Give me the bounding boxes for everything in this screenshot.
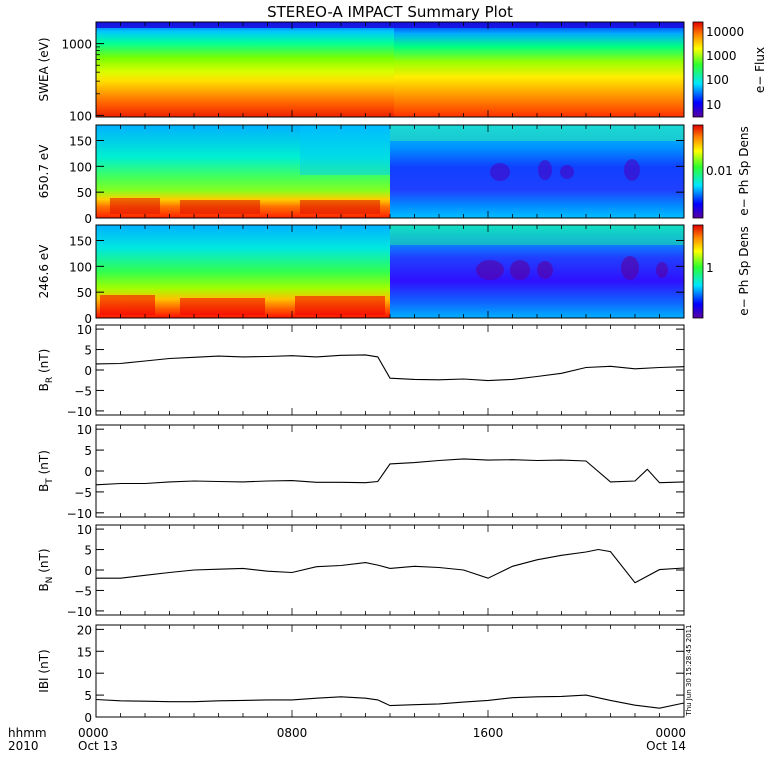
line-panel-5: −10 −5 0 5 10 BN (nT) — [37, 523, 685, 619]
time-tick-label: 0800 — [277, 726, 308, 740]
b-y-tick-label: 5 — [84, 344, 92, 358]
b-y-tick-label: −10 — [67, 405, 92, 419]
b-y-tick-label: 20 — [77, 623, 92, 637]
time-tick-label: 1600 — [473, 726, 504, 740]
b-y-tick-label: 15 — [77, 645, 92, 659]
pad-y-tick-label: 100 — [69, 260, 92, 274]
swea-y-tick-label: 100 — [69, 109, 92, 123]
b-y-tick-label: −5 — [74, 486, 92, 500]
colorbar-flux-tick-0: 10 — [706, 98, 721, 112]
b-y-label: BT (nT) — [37, 450, 55, 492]
b-y-tick-label: 5 — [84, 689, 92, 703]
b-y-tick-label: 10 — [77, 523, 92, 537]
swea-y-label: SWEA (eV) — [37, 37, 51, 101]
colorbar-psd-650: 0.01 e− Ph Sp Dens — [692, 124, 751, 219]
b-y-tick-label: 10 — [77, 323, 92, 337]
panel-frame — [95, 324, 685, 416]
b-y-tick-label: −5 — [74, 384, 92, 398]
pad-650-spectrogram — [95, 124, 685, 219]
pad-y-tick-label: 0 — [84, 212, 92, 226]
pad-y-tick-label: 50 — [77, 286, 92, 300]
colorbar-psd-650-label: e− Ph Sp Dens — [737, 126, 751, 215]
b-y-tick-label: 5 — [84, 444, 92, 458]
line-panel-3: −10 −5 0 5 10 BR (nT) — [37, 323, 685, 419]
b-y-tick-label: 0 — [84, 711, 92, 725]
swea-spectrogram — [95, 21, 685, 118]
panel-frame — [95, 624, 685, 718]
b-y-tick-label: 0 — [84, 564, 92, 578]
pad-y-tick-label: 50 — [77, 186, 92, 200]
time-tick-label: 0000 — [655, 726, 686, 740]
b-y-tick-label: 10 — [77, 667, 92, 681]
panel-frame — [95, 424, 685, 518]
b-y-label: BN (nT) — [37, 548, 55, 591]
colorbar-flux: 10 100 1000 10000 e− Flux — [692, 21, 767, 118]
series-line — [95, 354, 685, 382]
b-y-tick-label: 0 — [84, 465, 92, 479]
b-y-label: IBI (nT) — [37, 649, 51, 692]
colorbar-flux-tick-2: 1000 — [706, 49, 737, 63]
colorbar-psd-246: 1 e− Ph Sp Dens — [692, 224, 751, 319]
plot-title: STEREO-A IMPACT Summary Plot — [267, 3, 513, 21]
time-axis-row2-label: 2010 — [8, 739, 39, 753]
time-tick-date: Oct 14 — [646, 739, 686, 753]
pad-y-tick-label: 150 — [69, 235, 92, 249]
pad-246-spectrogram — [95, 224, 685, 319]
pad-y-label: 650.7 eV — [37, 144, 51, 199]
panel-frame — [95, 524, 685, 616]
b-y-tick-label: 0 — [84, 364, 92, 378]
b-y-tick-label: 10 — [77, 423, 92, 437]
pad-y-tick-label: 150 — [69, 135, 92, 149]
line-panel-4: −10 −5 0 5 10 BT (nT) — [37, 423, 685, 521]
time-tick-date: Oct 13 — [78, 739, 118, 753]
colorbar-flux-tick-1: 100 — [706, 73, 729, 87]
line-panel-6: 0 5 10 15 20 IBI (nT) — [37, 623, 685, 725]
b-y-tick-label: −5 — [74, 584, 92, 598]
time-axis-row1-label: hhmm — [8, 726, 47, 740]
pad-y-label: 246.6 eV — [37, 244, 51, 299]
time-tick-label: 0000 — [78, 726, 109, 740]
colorbar-flux-tick-3: 10000 — [706, 25, 744, 39]
colorbar-flux-label: e− Flux — [753, 47, 767, 93]
colorbar-psd-650-tick: 0.01 — [706, 164, 733, 178]
colorbar-psd-246-label: e− Ph Sp Dens — [737, 226, 751, 315]
generation-timestamp: Thu Jun 30 15:28:45 2011 — [685, 624, 693, 716]
swea-y-tick-label: 1000 — [61, 38, 92, 52]
series-line — [96, 548, 685, 584]
b-y-tick-label: −10 — [67, 507, 92, 521]
pad-y-tick-label: 100 — [69, 160, 92, 174]
series-line — [95, 458, 685, 486]
b-y-label: BR (nT) — [37, 349, 55, 392]
b-y-tick-label: −10 — [67, 605, 92, 619]
b-y-tick-label: 5 — [84, 544, 92, 558]
colorbar-psd-246-tick: 1 — [706, 261, 714, 275]
pad-y-tick-label: 0 — [84, 312, 92, 326]
series-line — [95, 694, 685, 709]
